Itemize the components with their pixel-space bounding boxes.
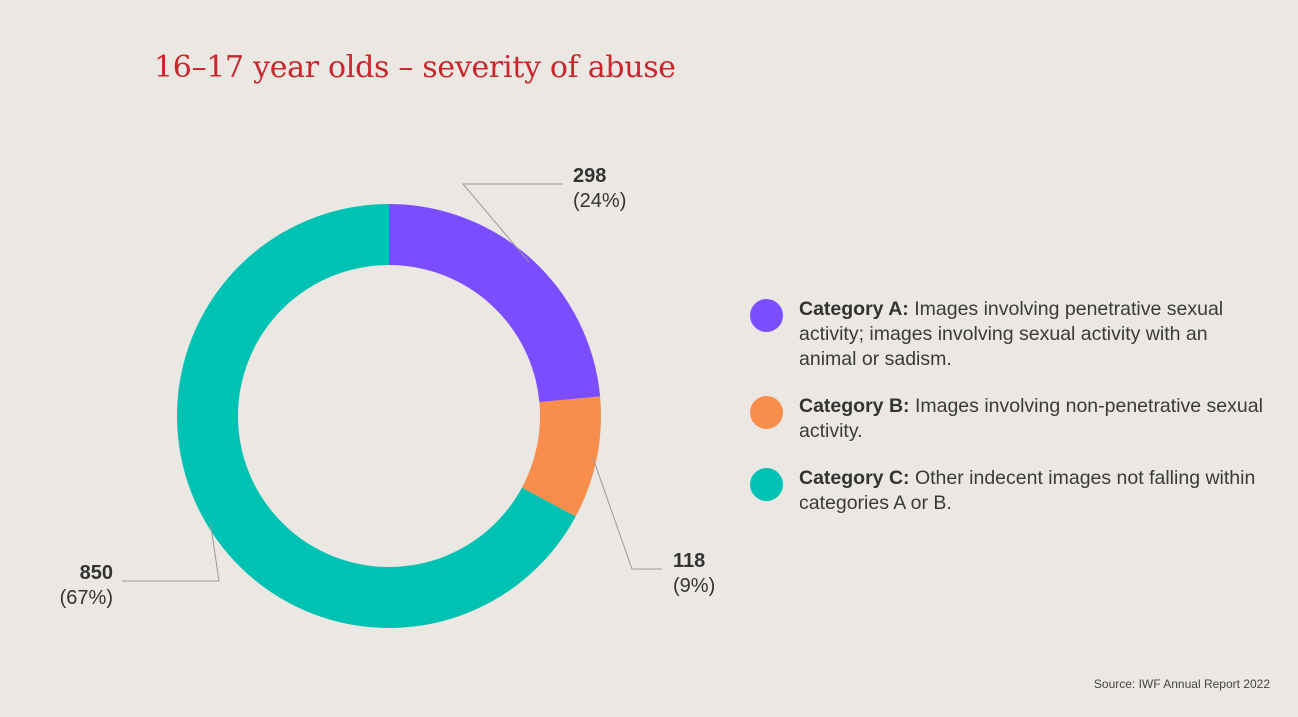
legend-key-category-a: Category A: (799, 298, 909, 320)
legend-swatch-category-c (750, 468, 783, 501)
legend-text-category-a: Category A: Images involving penetrative… (799, 297, 1270, 372)
leader-line-category-b (592, 457, 662, 570)
data-label-percent-category-c: (67%) (60, 587, 113, 609)
slice-category-b (521, 396, 601, 517)
data-label-percent-category-a: (24%) (573, 190, 626, 212)
legend-desc-category-a: Images involving penetrative sexual acti… (799, 298, 1224, 370)
leader-line-category-c (122, 522, 220, 582)
data-label-value-category-c: 850 (80, 562, 113, 584)
legend-item-category-c: Category C: Other indecent images not fa… (750, 466, 1270, 516)
legend-item-category-a: Category A: Images involving penetrative… (750, 297, 1270, 372)
source-note: Source: IWF Annual Report 2022 (1093, 677, 1270, 691)
legend-item-category-b: Category B: Images involving non-penetra… (750, 394, 1270, 444)
legend-key-category-c: Category C: (799, 467, 910, 489)
slice-category-c (177, 204, 576, 629)
legend-key-category-b: Category B: (799, 395, 910, 417)
leader-line-category-a (461, 183, 563, 263)
legend-swatch-category-a (750, 299, 783, 332)
data-label-percent-category-b: (9%) (673, 575, 715, 597)
data-label-value-category-a: 298 (573, 165, 606, 187)
slice-category-a (389, 204, 601, 403)
donut-chart: 298 (24%) 118 (9%) 850 (67%) (60, 165, 715, 629)
legend-desc-category-c: Other indecent images not falling within… (799, 467, 1256, 514)
chart-title: 16–17 year olds – severity of abuse (154, 50, 676, 85)
legend: Category A: Images involving penetrative… (750, 297, 1270, 538)
legend-text-category-c: Category C: Other indecent images not fa… (799, 466, 1270, 516)
legend-text-category-b: Category B: Images involving non-penetra… (799, 394, 1270, 444)
data-label-value-category-b: 118 (673, 550, 705, 572)
legend-desc-category-b: Images involving non-penetrative sexual … (799, 395, 1263, 442)
legend-swatch-category-b (750, 396, 783, 429)
